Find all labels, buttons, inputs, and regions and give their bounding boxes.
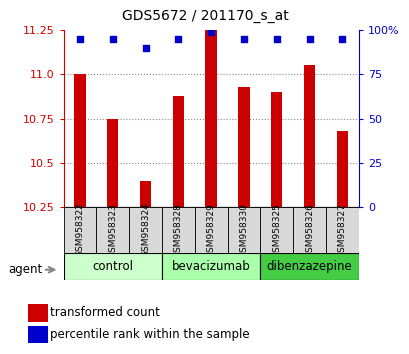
Text: GSM958326: GSM958326 [304, 202, 313, 258]
FancyBboxPatch shape [129, 207, 162, 253]
Text: GSM958324: GSM958324 [141, 203, 150, 257]
Text: GSM958322: GSM958322 [75, 203, 84, 257]
Text: GDS5672 / 201170_s_at: GDS5672 / 201170_s_at [121, 9, 288, 23]
Bar [336, 131, 347, 207]
FancyBboxPatch shape [194, 207, 227, 253]
Point [142, 45, 148, 51]
Text: percentile rank within the sample: percentile rank within the sample [50, 328, 249, 341]
Bar [270, 92, 282, 207]
Point [76, 36, 83, 42]
Text: agent: agent [8, 263, 43, 276]
FancyBboxPatch shape [63, 207, 96, 253]
Bar [172, 96, 184, 207]
FancyBboxPatch shape [96, 207, 129, 253]
Point [338, 36, 345, 42]
Text: dibenzazepine: dibenzazepine [266, 260, 352, 273]
Point [175, 36, 181, 42]
Text: transformed count: transformed count [50, 306, 160, 319]
Bar [107, 119, 118, 207]
Text: GSM958325: GSM958325 [272, 202, 281, 258]
Text: GSM958328: GSM958328 [173, 202, 182, 258]
Text: control: control [92, 260, 133, 273]
Text: GSM958329: GSM958329 [206, 202, 215, 258]
Bar [74, 74, 85, 207]
FancyBboxPatch shape [260, 207, 292, 253]
Point [240, 36, 247, 42]
Bar [28, 304, 48, 321]
Text: bevacizumab: bevacizumab [171, 260, 250, 273]
Text: GSM958327: GSM958327 [337, 202, 346, 258]
Bar [139, 181, 151, 207]
FancyBboxPatch shape [162, 253, 260, 280]
Point [273, 36, 279, 42]
Bar [238, 87, 249, 207]
Point [306, 36, 312, 42]
Point [207, 29, 214, 35]
FancyBboxPatch shape [162, 207, 194, 253]
Bar [28, 326, 48, 343]
FancyBboxPatch shape [227, 207, 260, 253]
FancyBboxPatch shape [292, 207, 325, 253]
Text: GSM958330: GSM958330 [239, 202, 248, 258]
FancyBboxPatch shape [325, 207, 358, 253]
Point [109, 36, 116, 42]
FancyBboxPatch shape [260, 253, 358, 280]
Bar [205, 30, 216, 207]
Text: GSM958323: GSM958323 [108, 202, 117, 258]
Bar [303, 65, 315, 207]
FancyBboxPatch shape [63, 253, 162, 280]
